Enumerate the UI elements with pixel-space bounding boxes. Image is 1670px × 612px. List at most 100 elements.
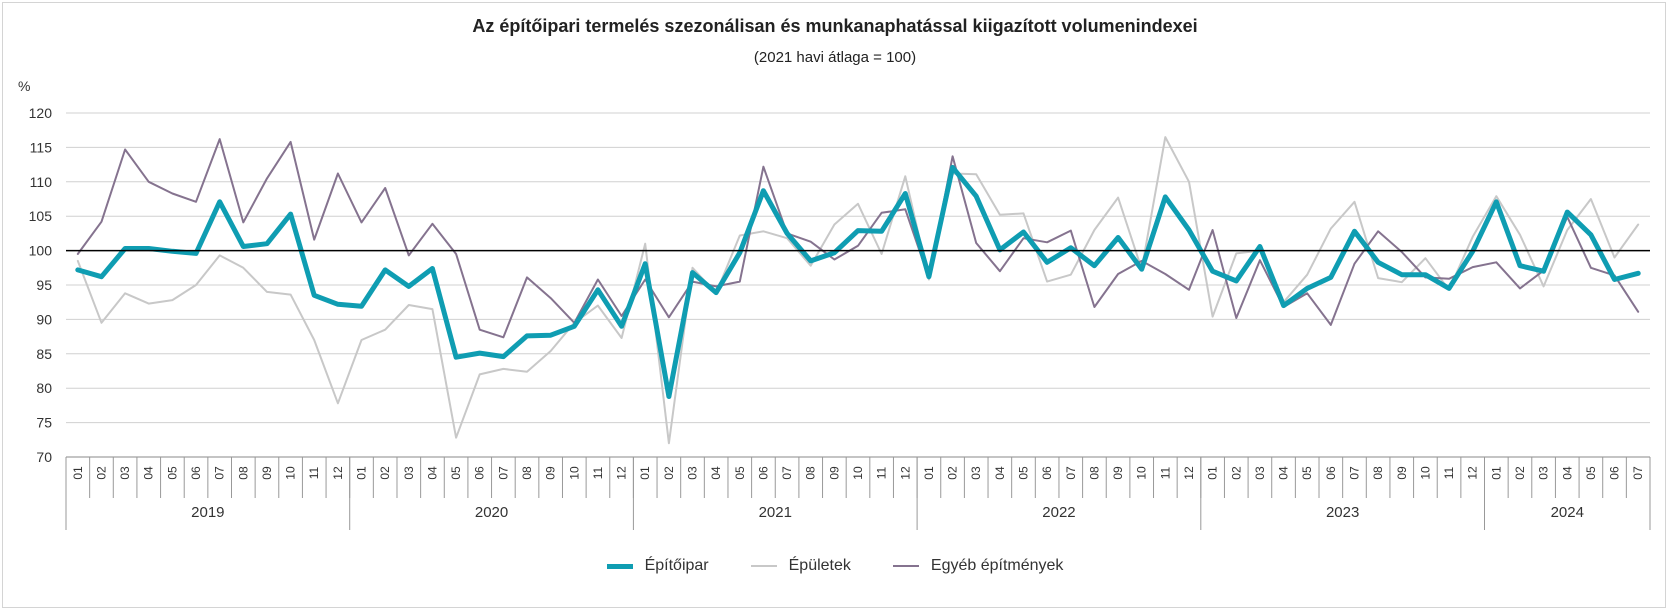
legend-swatch [892,565,919,567]
month-tick-label: 10 [851,466,865,480]
month-tick-label: 11 [591,466,605,479]
month-tick-label: 06 [1608,466,1622,480]
month-tick-label: 11 [1158,466,1172,479]
month-tick-label: 07 [780,466,794,480]
month-tick-label: 12 [898,466,912,480]
month-tick-label: 03 [686,466,700,480]
month-tick-label: 04 [993,466,1007,480]
month-tick-label: 06 [189,466,203,480]
month-tick-label: 05 [1584,466,1598,480]
y-tick-label: 75 [36,415,52,431]
legend-item: Épületek [750,557,851,575]
month-tick-label: 07 [1064,466,1078,480]
month-tick-label: 05 [449,466,463,480]
month-tick-label: 04 [1560,466,1574,480]
month-tick-label: 10 [1418,466,1432,480]
y-tick-label: 85 [36,346,52,362]
month-tick-label: 12 [1182,466,1196,480]
legend-swatch [606,563,633,569]
month-tick-label: 11 [1442,466,1456,479]
month-tick-label: 03 [969,466,983,480]
month-tick-label: 07 [1631,466,1645,480]
month-tick-label: 04 [709,466,723,480]
legend-label: Egyéb építmények [930,557,1064,574]
x-axis: 01 02 03 04 05 06 07 08 09 10 11 12 2019 01 02 03 04 05 06… [65,456,1651,530]
year-label: 2023 [1326,504,1359,521]
month-tick-label: 02 [1229,466,1243,480]
year-label: 2024 [1551,504,1584,521]
y-tick-label: 100 [29,243,53,259]
year-label: 2022 [1042,504,1075,521]
y-tick-label: 90 [36,311,52,327]
year-label: 2019 [191,504,224,521]
month-tick-label: 09 [544,466,558,480]
month-tick-label: 11 [875,466,889,479]
series-line-egyéb-építmények [76,138,1640,339]
month-tick-label: 04 [425,466,439,480]
chart-title: Az építőipari termelés szezonálisan és m… [472,16,1198,36]
month-tick-label: 03 [402,466,416,480]
year-label: 2020 [475,504,508,521]
month-tick-label: 07 [213,466,227,480]
month-tick-label: 02 [946,466,960,480]
month-tick-label: 01 [638,466,652,480]
month-tick-label: 10 [284,466,298,480]
y-tick-label: 115 [30,139,53,155]
month-tick-label: 08 [804,466,818,480]
month-tick-label: 03 [1537,466,1551,480]
month-tick-label: 06 [1324,466,1338,480]
month-tick-label: 01 [1206,466,1220,480]
month-tick-label: 06 [1040,466,1054,480]
month-tick-label: 03 [118,466,132,480]
month-tick-label: 09 [827,466,841,480]
y-tick-label: 95 [36,277,52,293]
month-tick-label: 06 [756,466,770,480]
y-tick-label: 70 [36,449,52,465]
y-axis-unit-label: % [18,78,30,94]
legend: Építőipar Épületek Egyéb építmények [0,557,1670,575]
month-tick-label: 02 [378,466,392,480]
month-tick-label: 05 [1300,466,1314,480]
series-line-építőipar [75,164,1641,399]
month-tick-label: 05 [733,466,747,480]
y-tick-label: 110 [30,174,53,190]
month-tick-label: 03 [1253,466,1267,480]
month-tick-label: 01 [71,466,85,480]
month-tick-label: 05 [165,466,179,480]
month-tick-label: 10 [1135,466,1149,480]
month-tick-label: 09 [1395,466,1409,480]
month-tick-label: 04 [142,466,156,480]
month-tick-label: 04 [1277,466,1291,480]
month-tick-label: 02 [662,466,676,480]
month-tick-label: 08 [1087,466,1101,480]
series-lines [75,136,1641,445]
y-tick-label: 80 [36,380,52,396]
month-tick-label: 12 [331,466,345,480]
legend-swatch [750,565,777,567]
month-tick-label: 08 [236,466,250,480]
month-tick-label: 02 [1513,466,1527,480]
month-tick-label: 05 [1016,466,1030,480]
legend-label: Épületek [788,557,851,574]
month-tick-label: 11 [307,466,321,479]
month-tick-label: 01 [355,466,369,480]
month-tick-label: 07 [1347,466,1361,480]
month-tick-label: 01 [1489,466,1503,480]
month-tick-label: 06 [473,466,487,480]
y-tick-label: 120 [29,105,53,121]
gridlines [66,112,1650,458]
legend-item: Építőipar [606,557,709,575]
month-tick-label: 09 [260,466,274,480]
month-tick-label: 01 [922,466,936,480]
month-tick-label: 12 [615,466,629,480]
month-tick-label: 09 [1111,466,1125,480]
chart-subtitle: (2021 havi átlaga = 100) [753,49,917,66]
series-line-épületek [76,136,1640,445]
month-tick-label: 02 [94,466,108,480]
month-tick-label: 08 [520,466,534,480]
year-label: 2021 [759,504,792,521]
legend-label: Építőipar [644,557,709,574]
month-tick-label: 10 [567,466,581,480]
